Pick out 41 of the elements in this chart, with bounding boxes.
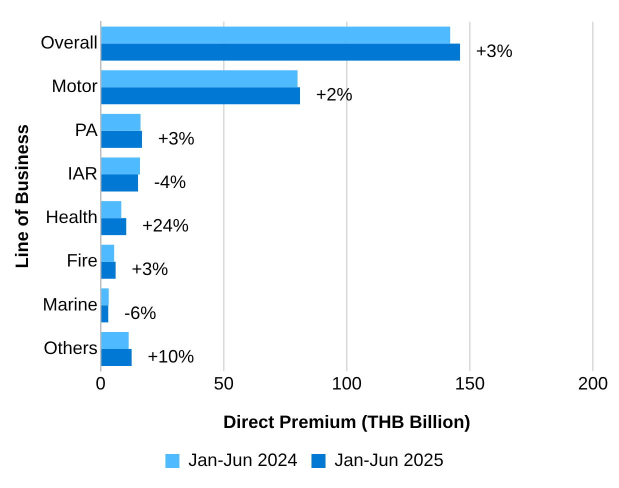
legend-label: Jan-Jun 2025 xyxy=(334,450,444,470)
y-tick-label: Others xyxy=(44,338,98,358)
bar xyxy=(101,174,138,192)
bar xyxy=(101,244,114,262)
bar xyxy=(101,201,122,218)
annotation: +10% xyxy=(148,346,194,366)
bar xyxy=(101,44,460,61)
bar xyxy=(101,332,129,349)
bar xyxy=(101,348,132,366)
y-tick-label: Overall xyxy=(40,32,98,53)
annotation: +3% xyxy=(476,41,513,62)
legend-label: Jan-Jun 2024 xyxy=(188,450,298,470)
annotation: +24% xyxy=(142,216,189,236)
x-axis-title: Direct Premium (THB Billion) xyxy=(223,412,470,432)
x-tick-label: 150 xyxy=(454,374,485,394)
bar xyxy=(101,87,300,104)
bar xyxy=(101,26,450,44)
bar xyxy=(101,114,140,131)
annotation: +3% xyxy=(132,259,168,280)
bar xyxy=(101,305,108,322)
y-tick-label: Marine xyxy=(42,294,98,314)
y-tick-label: IAR xyxy=(68,163,98,184)
y-axis-title: Line of Business xyxy=(12,124,32,268)
annotation: +2% xyxy=(316,84,353,105)
annotation: -6% xyxy=(124,302,156,323)
bar xyxy=(101,157,140,174)
y-tick-label: Fire xyxy=(66,250,98,271)
bar xyxy=(101,130,142,148)
bar xyxy=(101,288,109,306)
x-tick-label: 200 xyxy=(578,374,608,394)
bar xyxy=(101,70,298,88)
bar xyxy=(101,262,116,279)
x-tick-label: 0 xyxy=(96,374,106,394)
x-tick-label: 50 xyxy=(214,374,234,394)
x-tick-label: 100 xyxy=(332,374,362,394)
y-tick-label: Health xyxy=(46,207,98,228)
y-tick-label: PA xyxy=(74,120,98,140)
bar xyxy=(101,218,126,236)
annotation: +3% xyxy=(158,128,195,148)
y-tick-label: Motor xyxy=(52,76,98,96)
annotation: -4% xyxy=(154,172,186,192)
